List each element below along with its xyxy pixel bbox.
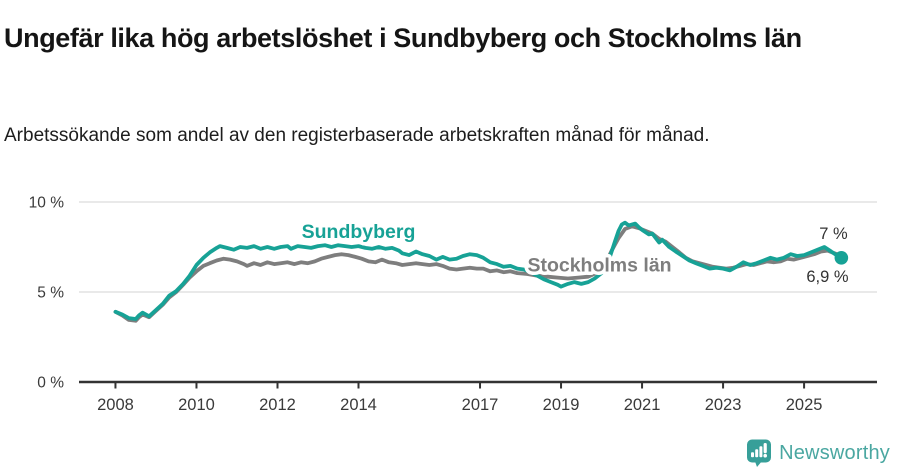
series-line-sundbyberg — [113, 220, 844, 321]
chart-subtitle: Arbetssökande som andel av den registerb… — [4, 125, 710, 146]
chart-title: Ungefär lika hög arbetslöshet i Sundbybe… — [4, 23, 802, 54]
series-label-stockholms-l-n: Stockholms län — [527, 254, 671, 276]
y-tick-label: 5 % — [37, 285, 64, 302]
end-value-label: 7 % — [819, 225, 848, 243]
x-tick-label: 2021 — [624, 396, 661, 414]
x-tick-label: 2017 — [462, 396, 499, 414]
newsworthy-wordmark: Newsworthy — [779, 441, 890, 464]
end-value-label: 6,9 % — [806, 268, 849, 286]
y-tick-label: 10 % — [29, 195, 65, 212]
newsworthy-pin-icon — [747, 439, 772, 467]
y-tick-label: 0 % — [37, 375, 64, 392]
x-tick-label: 2010 — [178, 396, 215, 414]
bar-chart-glyph — [751, 442, 768, 457]
series-end-dot — [834, 250, 849, 265]
x-tick-label: 2012 — [259, 396, 296, 414]
x-tick-label: 2023 — [705, 396, 742, 414]
series-label-sundbyberg: Sundbyberg — [302, 221, 416, 243]
x-tick-label: 2014 — [340, 396, 377, 414]
newsworthy-logo[interactable]: Newsworthy — [746, 438, 890, 468]
x-tick-label: 2025 — [786, 396, 823, 414]
x-tick-label: 2008 — [97, 396, 134, 414]
series-line-stockholms-l-n — [113, 224, 844, 323]
x-tick-label: 2019 — [543, 396, 580, 414]
